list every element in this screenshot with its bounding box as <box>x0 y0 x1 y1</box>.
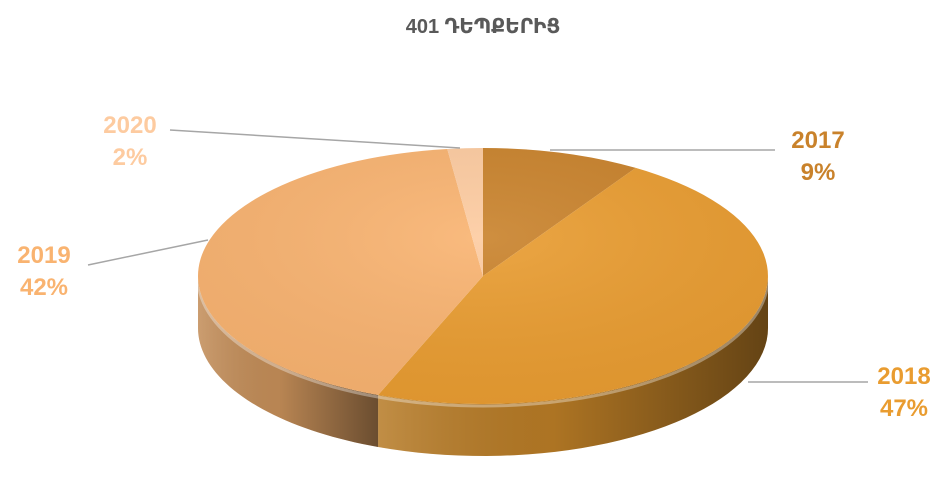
slice-label-value-2020: 2% <box>113 144 148 171</box>
pie-rim-highlight <box>196 277 770 408</box>
pie-sides <box>196 276 770 456</box>
leader-line-2020 <box>169 129 461 149</box>
slice-label-value-2019: 42% <box>20 274 68 301</box>
slice-label-value-2018: 47% <box>880 395 928 422</box>
slice-label-year-2018: 2018 <box>877 363 930 390</box>
pie-top-sheen <box>198 148 768 404</box>
slice-side-shade-2018 <box>378 276 768 456</box>
slice-label-value-2017: 9% <box>801 159 836 186</box>
pie-top <box>198 148 768 404</box>
slice-side-shade-2019 <box>198 276 379 448</box>
slice-label-year-2019: 2019 <box>17 242 70 269</box>
leader-line-2019 <box>87 239 209 266</box>
slice-label-year-2017: 2017 <box>791 127 844 154</box>
slice-label-year-2020: 2020 <box>103 112 156 139</box>
slice-labels: 2017 9% 2018 47% 2019 42% 2020 2% <box>17 112 930 422</box>
leader-lines <box>87 129 868 383</box>
chart-title: 401 ԴԵՊՔԵՐԻՑ <box>406 16 561 38</box>
